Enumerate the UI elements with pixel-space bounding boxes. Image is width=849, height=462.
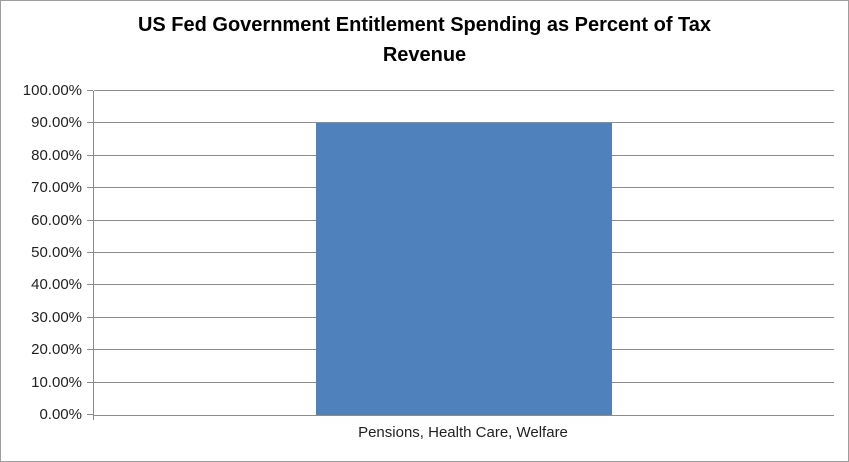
y-axis-tick-label: 50.00%: [31, 244, 82, 261]
plot-area: 0.00% 10.00% 20.00% 30.00% 40.00% 50.00% 60.00…: [23, 82, 834, 423]
y-axis-tick-label: 60.00%: [31, 211, 82, 229]
y-axis-tick-label: 90.00%: [31, 114, 82, 132]
y-axis-tick-mark: [87, 284, 93, 286]
y-axis-tick-mark: [87, 187, 93, 189]
gridline: [94, 90, 834, 91]
y-axis-tick-label: 70.00%: [31, 179, 82, 197]
y-axis-tick-mark: [87, 349, 93, 351]
y-axis-tick-mark: [87, 252, 93, 253]
bar-pensions-health-care-welfare: [316, 123, 612, 415]
x-axis-category-label: Pensions, Health Care, Welfare: [358, 424, 568, 441]
y-axis-tick-label: 10.00%: [31, 373, 82, 391]
y-axis-tick-label: 20.00%: [31, 341, 82, 359]
y-axis-tick-label: 100.00%: [22, 82, 82, 99]
y-axis-tick-mark: [87, 154, 93, 156]
y-axis-origin-tick: [93, 415, 94, 420]
gridline: [94, 122, 834, 124]
chart-title: US Fed Government Entitlement Spending a…: [1, 10, 848, 70]
y-axis-tick-mark: [87, 90, 93, 91]
y-axis-tick-label: 0.00%: [39, 406, 82, 423]
y-axis-tick-label: 80.00%: [31, 146, 82, 164]
y-axis-tick-label: 40.00%: [31, 276, 82, 294]
y-axis-tick-mark: [87, 219, 93, 221]
y-axis-tick-mark: [87, 316, 93, 318]
y-axis-tick-mark: [87, 122, 93, 124]
chart-title-text: US Fed Government Entitlement Spending a…: [137, 14, 712, 66]
y-axis-tick-mark: [87, 414, 93, 415]
y-axis-tick-mark: [87, 381, 93, 383]
y-axis-tick-label: 30.00%: [31, 308, 82, 326]
